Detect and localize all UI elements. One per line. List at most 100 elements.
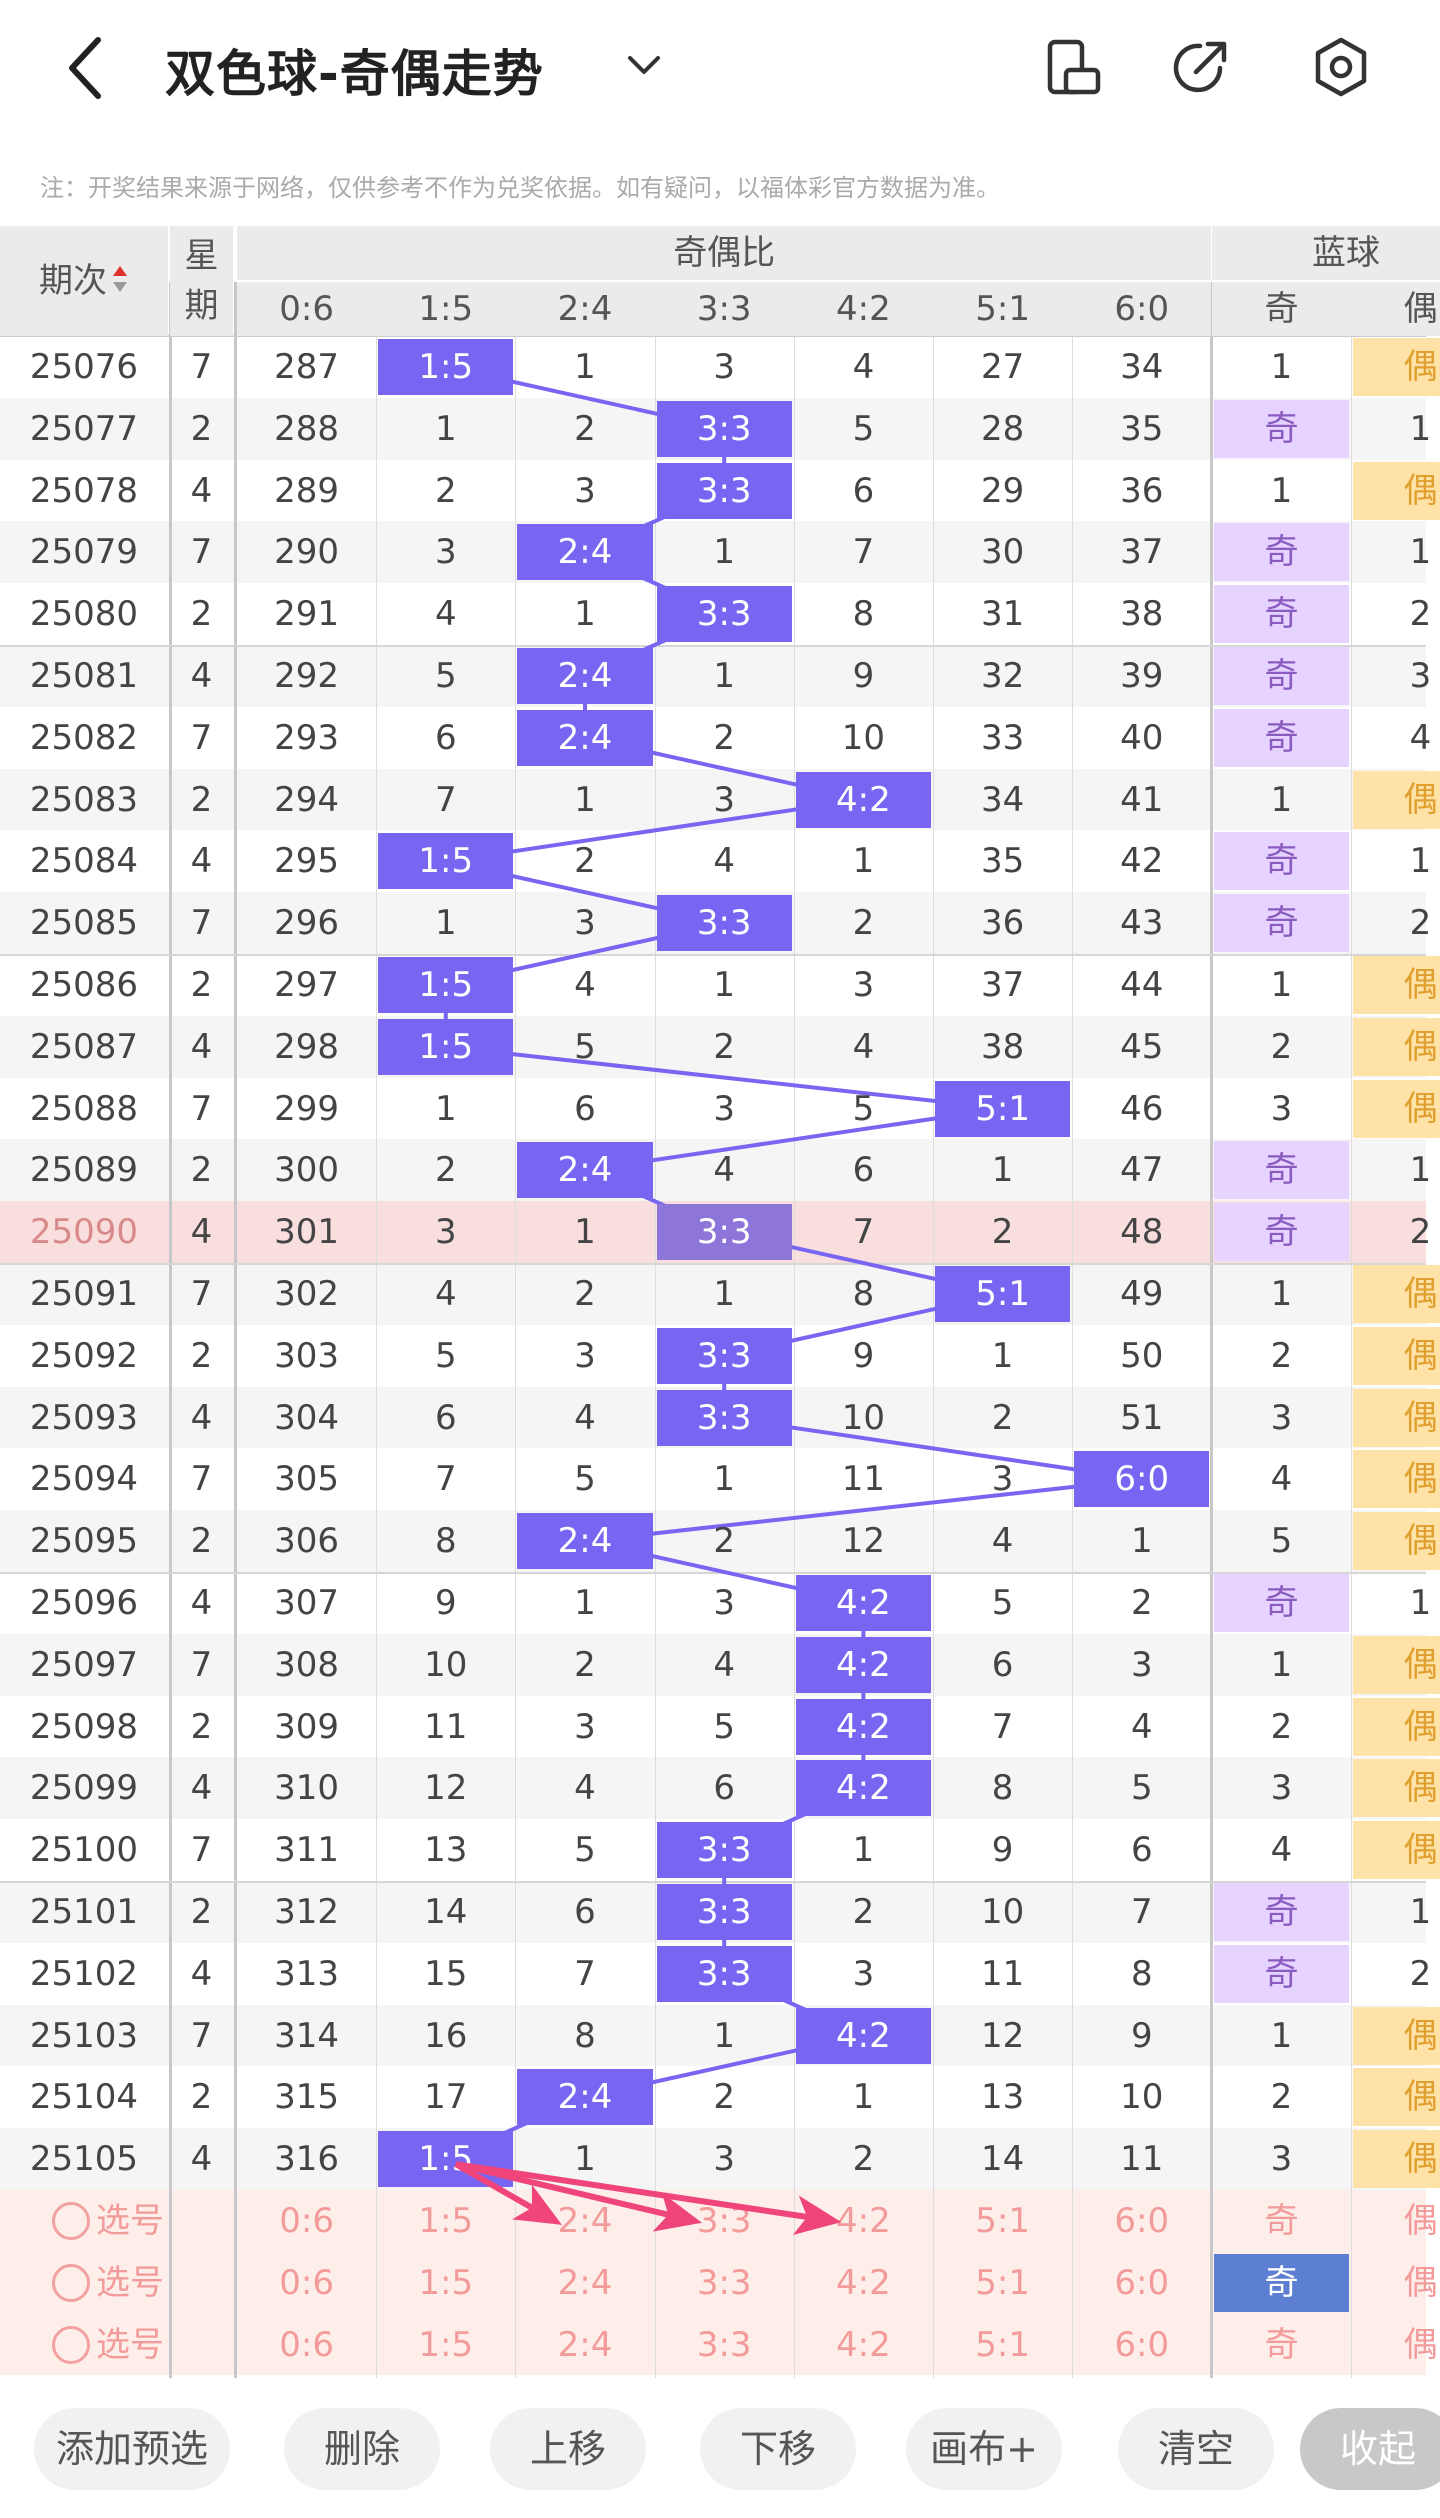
select-blue-option[interactable]: 奇 [1264,2324,1299,2365]
miss-count-cell: 38 [1120,594,1164,635]
select-ratio-option[interactable]: 0:6 [279,2324,334,2365]
blue-odd-chip: 奇 [1214,523,1349,582]
miss-count-cell: 302 [274,1274,340,1314]
miss-count-cell: 48 [1120,1212,1164,1253]
issue-column-header[interactable]: 期次 [0,226,168,336]
delete-button[interactable]: 删除 [284,2408,440,2490]
select-ratio-option[interactable]: 4:2 [836,2324,891,2365]
select-blue-option[interactable]: 偶 [1403,2262,1438,2303]
clear-button[interactable]: 清空 [1118,2408,1274,2490]
collapse-button[interactable]: 收起 [1300,2408,1440,2490]
back-button[interactable] [56,30,116,106]
blue-odd-miss-cell: 1 [1270,470,1293,511]
ratio-column-header: 4:2 [793,282,933,336]
select-ratio-option[interactable]: 6:0 [1114,2324,1170,2365]
select-ratio-option[interactable]: 5:1 [975,2262,1030,2303]
issue-cell: 25083 [29,779,139,820]
issue-cell: 25100 [29,1830,139,1871]
select-ratio-option[interactable]: 6:0 [1114,2262,1170,2303]
miss-count-cell: 2 [1130,1583,1153,1623]
ratio-hit-chip: 4:2 [795,1698,931,1755]
ratio-hit-chip: 3:3 [656,400,792,457]
column-rule [654,282,656,2378]
week-cell: 7 [190,1644,213,1685]
miss-count-cell: 6 [713,1768,735,1809]
miss-count-cell: 47 [1120,1150,1164,1191]
miss-count-cell: 310 [274,1768,340,1809]
miss-count-cell: 2 [713,717,735,758]
miss-count-cell: 6 [574,1088,596,1129]
issue-header-text: 期次 [39,261,107,301]
miss-count-cell: 4 [852,347,875,387]
canvas-button[interactable]: 画布+ [906,2408,1062,2490]
select-ratio-option[interactable]: 2:4 [557,2262,613,2303]
select-blue-option[interactable]: 偶 [1403,2201,1438,2241]
column-rule [376,282,378,2378]
select-ratio-option[interactable]: 3:3 [696,2324,752,2365]
miss-count-cell: 29 [980,470,1025,511]
ratio-hit-chip: 3:3 [656,462,792,519]
miss-count-cell: 14 [980,2139,1025,2180]
select-ratio-option[interactable]: 6:0 [1114,2201,1170,2241]
group-rule [0,1263,1426,1265]
miss-count-cell: 287 [274,347,340,387]
miss-count-cell: 1 [713,2015,735,2056]
miss-count-cell: 10 [980,1892,1025,1932]
add-preselect-button[interactable]: 添加预选 [34,2408,230,2490]
sort-icon [111,256,129,310]
select-radio[interactable] [52,2263,90,2302]
ratio-hit-chip: 1:5 [378,957,514,1013]
move-down-button[interactable]: 下移 [700,2408,856,2490]
miss-count-cell: 33 [980,717,1025,758]
select-ratio-option[interactable]: 4:2 [836,2201,891,2241]
blue-even-miss-cell: 4 [1409,717,1432,758]
miss-count-cell: 4 [991,1521,1014,1562]
select-ratio-option[interactable]: 3:3 [696,2201,752,2241]
share-button[interactable] [1166,32,1236,102]
blue-even-miss-cell: 1 [1409,532,1432,573]
rotate-screen-button[interactable] [1038,32,1108,102]
select-label: 选号 [96,2324,164,2365]
title-dropdown-button[interactable] [622,42,666,86]
miss-count-cell: 9 [852,1335,875,1376]
select-ratio-option[interactable]: 2:4 [557,2201,613,2241]
select-ratio-option[interactable]: 0:6 [279,2262,334,2303]
blue-odd-chip: 奇 [1214,1574,1349,1632]
select-ratio-option[interactable]: 1:5 [418,2324,474,2365]
select-blue-option[interactable]: 偶 [1403,2324,1438,2365]
blue-odd-chip: 奇 [1214,1944,1349,2003]
miss-count-cell: 4 [852,1026,875,1067]
miss-count-cell: 45 [1120,1026,1164,1067]
select-ratio-option[interactable]: 2:4 [557,2324,613,2365]
ratio-hit-chip: 2:4 [517,1142,653,1199]
blue-even-chip: 偶 [1353,1388,1440,1447]
miss-count-cell: 290 [274,532,340,573]
miss-count-cell: 13 [980,2077,1025,2118]
miss-count-cell: 315 [274,2077,340,2118]
miss-count-cell: 11 [980,1953,1025,1994]
week-header-char-1: 星 [184,236,219,276]
select-ratio-option[interactable]: 5:1 [975,2324,1030,2365]
select-ratio-option[interactable]: 5:1 [975,2201,1030,2241]
select-blue-option[interactable]: 奇 [1214,2253,1349,2312]
blue-even-chip: 偶 [1353,1265,1440,1323]
select-ratio-option[interactable]: 1:5 [418,2201,474,2241]
select-radio[interactable] [52,2202,90,2240]
settings-button[interactable] [1306,32,1376,102]
miss-count-cell: 2 [991,1397,1014,1438]
miss-count-cell: 46 [1120,1088,1164,1129]
select-blue-option[interactable]: 奇 [1264,2201,1299,2241]
miss-count-cell: 309 [274,1706,340,1747]
move-up-button[interactable]: 上移 [490,2408,646,2490]
select-ratio-option[interactable]: 1:5 [418,2262,474,2303]
miss-count-cell: 42 [1120,841,1164,882]
disclaimer-text: 注：开奖结果来源于网络，仅供参考不作为兑奖依据。如有疑问，以福体彩官方数据为准。 [40,174,1000,202]
blue-odd-miss-cell: 2 [1270,2077,1293,2118]
miss-count-cell: 1 [574,2139,596,2180]
select-ratio-option[interactable]: 3:3 [696,2262,752,2303]
page-title[interactable]: 双色球-奇偶走势 [165,45,544,103]
select-ratio-option[interactable]: 4:2 [836,2262,891,2303]
select-radio[interactable] [52,2325,90,2364]
select-ratio-option[interactable]: 0:6 [279,2201,334,2241]
miss-count-cell: 6 [852,1150,875,1191]
